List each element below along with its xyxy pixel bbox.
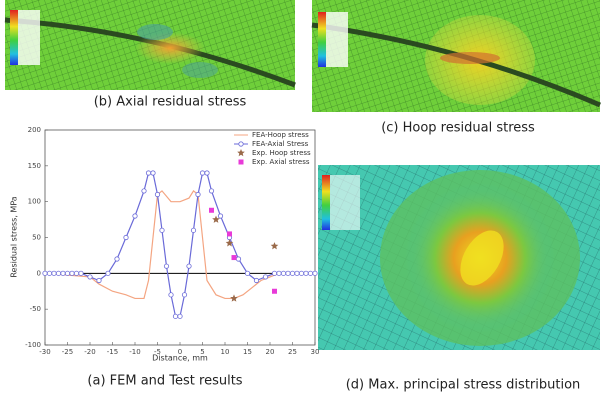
point [199, 170, 206, 176]
point [303, 270, 309, 276]
x-tick-label: -10 [129, 348, 140, 356]
x-tick-label: -15 [107, 348, 118, 356]
point [73, 270, 80, 276]
point [209, 207, 214, 213]
point [96, 277, 102, 284]
y-tick-label: 0 [37, 269, 41, 277]
caption-b: (b) Axial residual stress [94, 95, 247, 110]
fem-image-d [318, 165, 600, 350]
point [231, 255, 237, 261]
point [114, 256, 120, 262]
legend-marker [237, 149, 245, 157]
point [163, 263, 170, 269]
legend-marker [238, 141, 244, 147]
point [78, 270, 84, 276]
point [253, 277, 260, 284]
y-tick-label: 50 [32, 234, 41, 242]
point [276, 270, 282, 276]
point [123, 234, 129, 241]
point [55, 270, 62, 276]
x-tick-label: -30 [39, 348, 50, 356]
point [60, 270, 66, 276]
point [298, 270, 305, 276]
series-line [44, 190, 315, 300]
legend-label: FEA-Axial Stress [252, 140, 309, 148]
x-tick-label: -25 [62, 348, 73, 356]
x-tick-label: -20 [84, 348, 95, 356]
caption-d: (d) Max. principal stress distribution [346, 378, 581, 393]
y-tick-label: -100 [25, 341, 41, 349]
point [64, 270, 71, 276]
point [208, 188, 215, 194]
fem-image-c [311, 0, 601, 112]
legend-label: FEA-Hoop stress [252, 131, 309, 139]
point [168, 292, 174, 298]
point [150, 170, 156, 176]
x-tick-label: 25 [288, 348, 297, 356]
point [272, 288, 277, 294]
point [105, 270, 111, 276]
point [307, 270, 314, 276]
point [270, 242, 279, 250]
point [212, 215, 220, 223]
point [42, 270, 48, 276]
point [69, 270, 75, 276]
point [141, 188, 147, 194]
fem-image-b [4, 0, 296, 90]
legend-marker [238, 159, 244, 165]
point [181, 292, 188, 298]
y-tick-label: 100 [28, 198, 41, 206]
point [51, 270, 57, 276]
point [132, 213, 138, 219]
y-tick-label: -50 [30, 305, 41, 313]
caption-c: (c) Hoop residual stress [381, 121, 535, 136]
x-tick-label: 30 [311, 348, 320, 356]
point [190, 227, 197, 233]
point [186, 263, 192, 269]
point [145, 170, 152, 176]
point [294, 270, 300, 276]
point [271, 270, 278, 276]
chart-caption: (a) FEM and Test results [87, 374, 242, 389]
point [225, 239, 234, 247]
point [46, 270, 53, 276]
point [177, 313, 183, 319]
x-tick-label: 15 [243, 348, 252, 356]
point [280, 270, 287, 276]
point [230, 294, 238, 302]
point [312, 270, 318, 276]
legend-label: Exp. Hoop stress [252, 149, 311, 157]
point [217, 213, 224, 219]
point [159, 227, 165, 233]
point [285, 270, 291, 276]
x-tick-label: -5 [154, 348, 161, 356]
x-tick-label: 0 [178, 348, 182, 356]
y-axis-label: Residual stress, MPa [10, 196, 19, 277]
point [154, 191, 161, 198]
point [227, 231, 232, 237]
point [262, 274, 269, 280]
point [244, 270, 251, 276]
x-axis-label: Distance, mm [152, 354, 208, 363]
plot: -30 -25 -20 -15 -10 -5 0 5 10 15 20 25 30-100-500501… [25, 126, 319, 356]
point [87, 274, 93, 280]
point [172, 313, 179, 319]
point [204, 170, 210, 176]
x-tick-label: 20 [266, 348, 275, 356]
point [195, 191, 201, 198]
x-tick-label: 10 [221, 348, 230, 356]
x-tick-label: 5 [200, 348, 204, 356]
y-tick-label: 150 [28, 162, 41, 170]
point [289, 270, 296, 276]
legend-label: Exp. Axial stress [252, 158, 310, 166]
y-tick-label: 200 [28, 126, 41, 134]
point [235, 256, 242, 262]
